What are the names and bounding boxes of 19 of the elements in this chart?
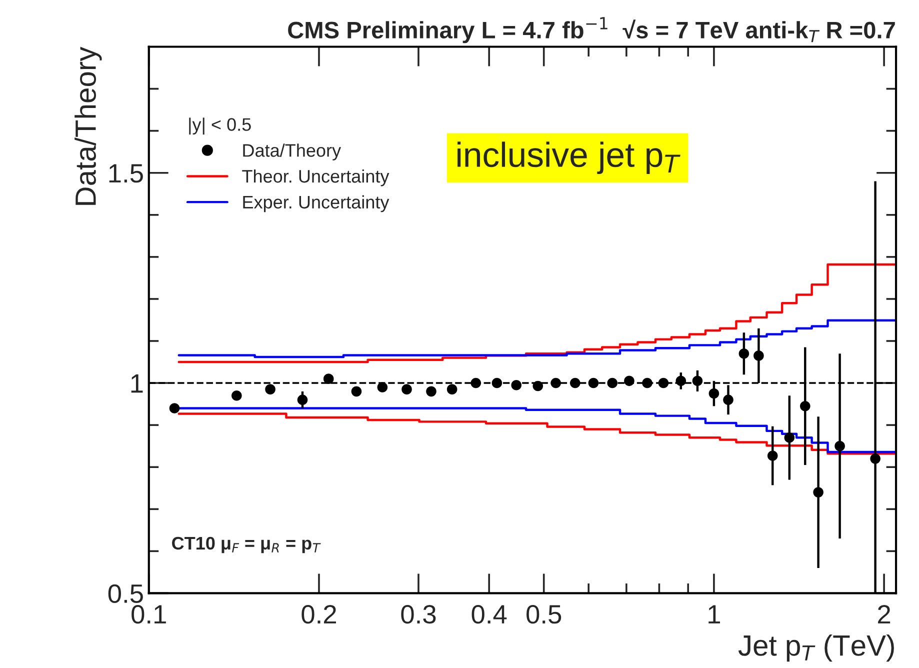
legend-title: |y| < 0.5 [189, 118, 251, 135]
legend-label: Exper. Uncertainty [243, 195, 390, 212]
x-tick-label: 0.2 [302, 604, 336, 624]
legend-label: Data/Theory [243, 144, 342, 160]
y-tick-label: 1 [131, 374, 143, 393]
x-axis-title: Jet p$_{T}$ (TeV) [738, 634, 894, 662]
x-tick-label: 1 [708, 605, 720, 624]
x-tick-label: 2 [878, 604, 890, 624]
x-tick-label: 0.5 [526, 604, 562, 624]
y-axis-title: Data/Theory [74, 46, 102, 205]
chart-title: CMS Preliminary L = 4.7 fb$^{−1}$ √s = 7 TeV anti-k$_{T}$ R =0.7 [288, 17, 895, 44]
x-tick-label: 0.1 [132, 604, 166, 624]
x-tick-label: 0.3 [401, 604, 436, 624]
y-tick-label: 1.5 [109, 164, 143, 183]
legend-label: Theor. Uncertainty [242, 169, 390, 186]
annotation: inclusive jet p$_{T}$ [458, 142, 680, 174]
annotation: CT10 μ$_{F}$ = μ$_{R}$ = p$_{T}$ [172, 536, 321, 554]
y-tick-label: 0.5 [108, 584, 143, 604]
x-tick-label: 0.4 [472, 604, 507, 624]
